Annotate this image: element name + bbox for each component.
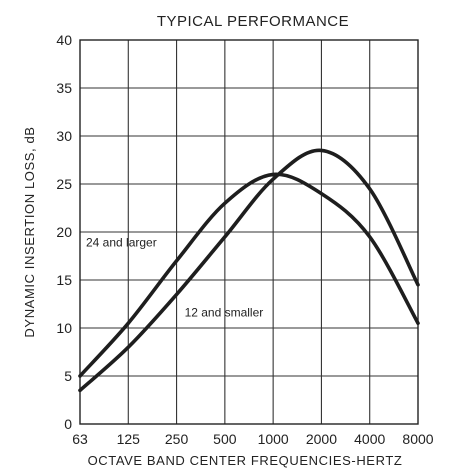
series-line-24-and-larger <box>78 172 420 378</box>
plot-frame <box>79 39 419 425</box>
x-tick-label: 125 <box>117 431 141 447</box>
series-label-24-and-larger: 24 and larger <box>86 235 157 249</box>
x-axis-label: OCTAVE BAND CENTER FREQUENCIES-HERTZ <box>88 453 403 468</box>
y-tick-label: 30 <box>56 128 72 144</box>
y-tick-label: 40 <box>56 32 72 48</box>
y-tick-label: 5 <box>64 368 72 384</box>
grid <box>80 40 418 424</box>
y-tick-labels: 0 5 10 15 20 25 30 35 40 <box>56 32 72 432</box>
x-tick-label: 8000 <box>402 431 433 447</box>
y-tick-label: 20 <box>56 224 72 240</box>
x-tick-label: 4000 <box>354 431 385 447</box>
x-tick-label: 2000 <box>306 431 337 447</box>
x-tick-labels: 63 125 250 500 1000 2000 4000 8000 <box>72 431 434 447</box>
x-tick-label: 500 <box>213 431 237 447</box>
series-layer <box>78 148 420 393</box>
y-tick-label: 15 <box>56 272 72 288</box>
chart-title: TYPICAL PERFORMANCE <box>157 13 349 30</box>
series-line-12-and-smaller <box>78 148 420 393</box>
x-tick-label: 1000 <box>258 431 289 447</box>
y-tick-label: 25 <box>56 176 72 192</box>
x-tick-label: 63 <box>72 431 88 447</box>
x-tick-label: 250 <box>165 431 189 447</box>
y-axis-label: DYNAMIC INSERTION LOSS, dB <box>22 126 37 337</box>
y-tick-label: 35 <box>56 80 72 96</box>
y-tick-label: 0 <box>64 416 72 432</box>
series-label-12-and-smaller: 12 and smaller <box>185 305 264 319</box>
y-tick-label: 10 <box>56 320 72 336</box>
